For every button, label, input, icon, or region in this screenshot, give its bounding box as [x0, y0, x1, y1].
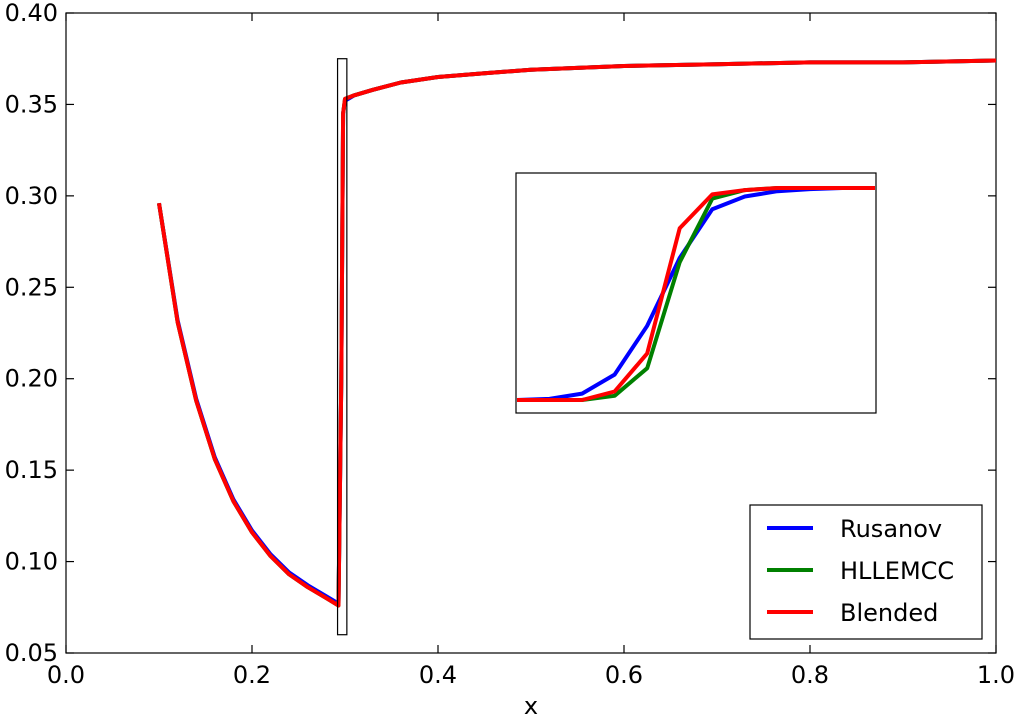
- y-tick-label: 0.15: [5, 456, 58, 484]
- series-line-blended: [157, 58, 996, 608]
- y-tick-label: 0.35: [5, 90, 58, 118]
- series-layer: [157, 58, 996, 608]
- y-tick-label: 0.25: [5, 273, 58, 301]
- y-tick-label: 0.40: [5, 0, 58, 27]
- x-tick-label: 0.2: [233, 661, 271, 689]
- inset-zoom-plot: [515, 172, 877, 414]
- x-axis-label: x: [524, 692, 538, 716]
- x-tick-label: 0.0: [47, 661, 85, 689]
- legend-label-rusanov: Rusanov: [840, 515, 942, 543]
- y-tick-label: 0.30: [5, 182, 58, 210]
- axis-tick-labels: 0.0 0.2 0.4 0.6 0.8 1.0 0.05 0.10 0.15 0.20 0.25 0.…: [5, 0, 1016, 689]
- zoom-region-box: [336, 58, 348, 636]
- y-tick-label: 0.20: [5, 365, 58, 393]
- legend-label-hllemcc: HLLEMCC: [840, 557, 954, 585]
- inset-series-line-blended: [517, 186, 875, 402]
- y-tick-label: 0.10: [5, 548, 58, 576]
- x-tick-label: 0.6: [605, 661, 643, 689]
- x-tick-label: 1.0: [977, 661, 1015, 689]
- legend: Rusanov HLLEMCC Blended: [749, 504, 983, 640]
- x-tick-label: 0.8: [791, 661, 829, 689]
- x-tick-label: 0.4: [419, 661, 457, 689]
- axis-ticks: [65, 12, 997, 654]
- inset-series-layer: [516, 186, 875, 402]
- y-tick-label: 0.05: [5, 639, 58, 667]
- legend-label-blended: Blended: [840, 599, 938, 627]
